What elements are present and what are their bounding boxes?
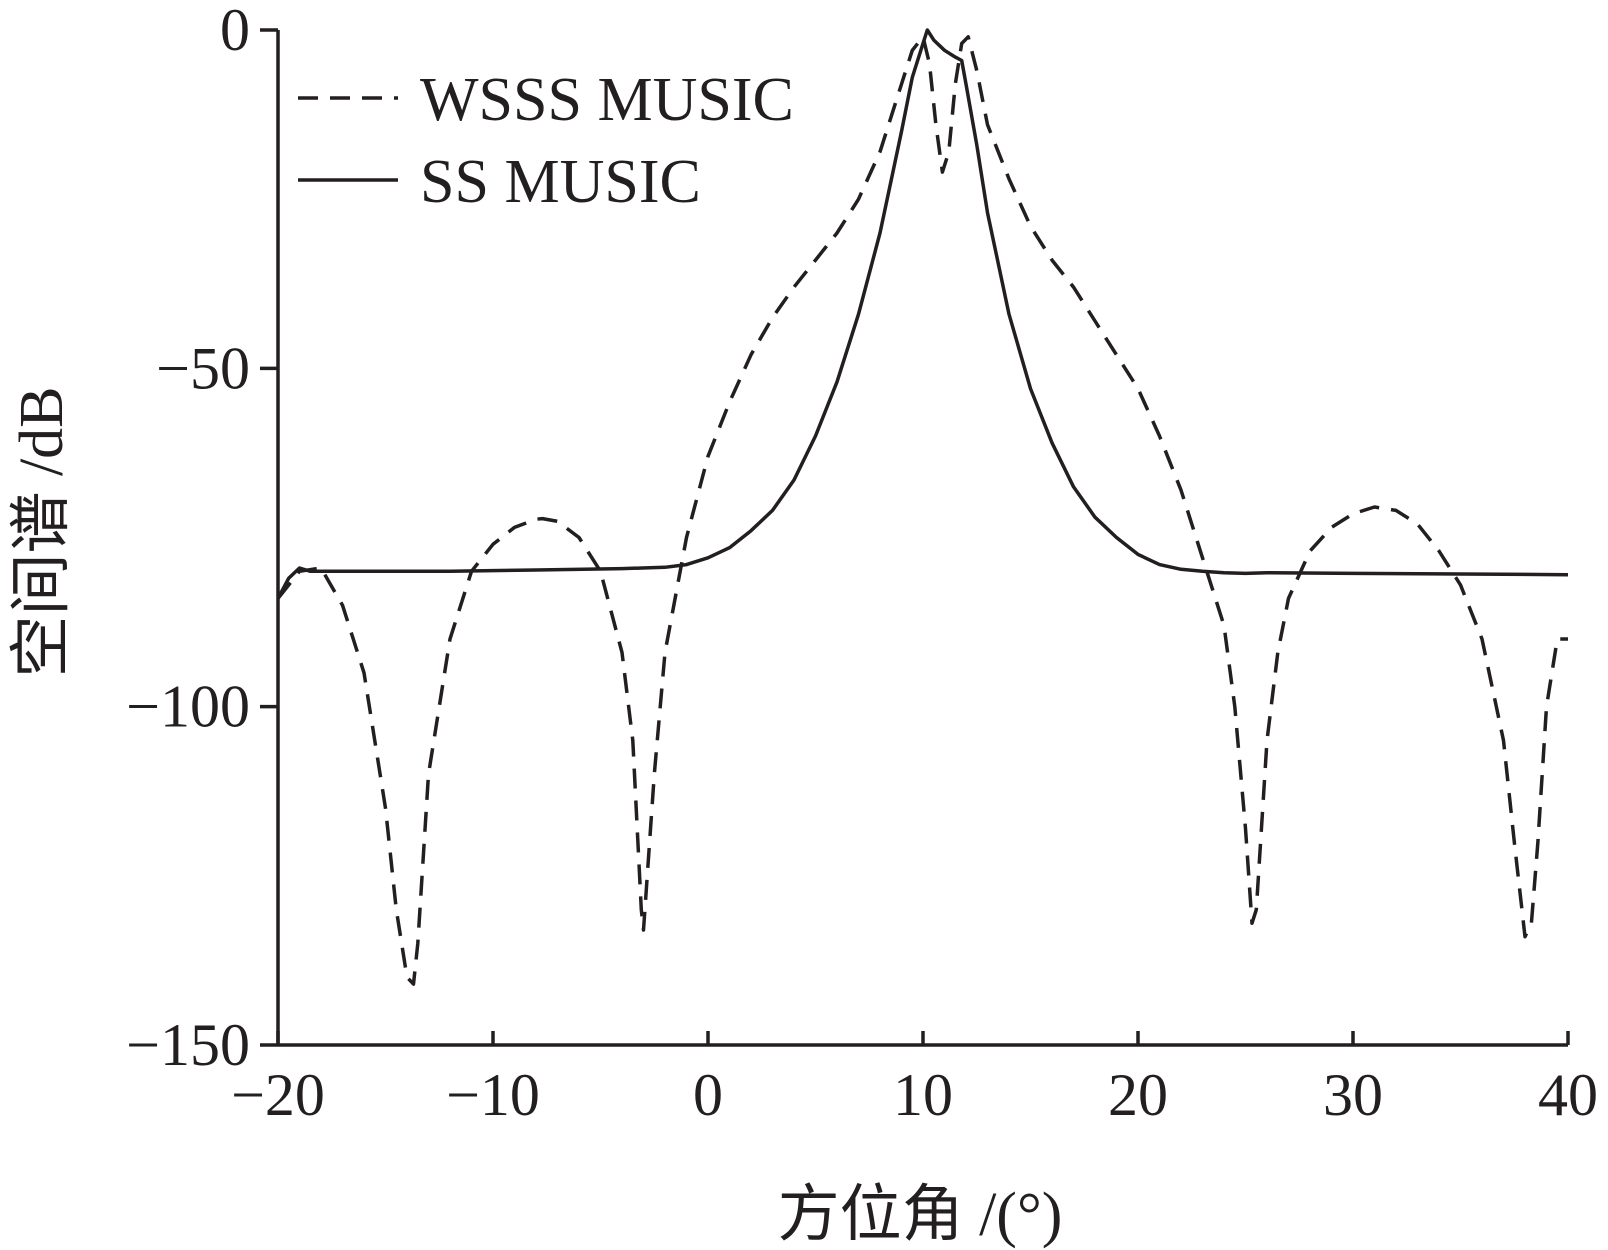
y-axis-title: 空间谱 /dB: [8, 386, 76, 677]
x-tick-label: 40: [1538, 1062, 1598, 1128]
x-axis-title: 方位角 /(°): [778, 1181, 1063, 1249]
y-ticks: 0 −50 −100 −150: [126, 0, 278, 1078]
y-tick-label: −100: [126, 674, 250, 740]
y-tick-label: −50: [156, 335, 250, 401]
x-tick-label: −20: [231, 1062, 325, 1128]
x-ticks: −20 −10 0 10 20 30 40: [231, 1031, 1598, 1128]
series-layer: [276, 28, 1569, 986]
x-tick-label: 20: [1108, 1062, 1168, 1128]
series-line-ss-music: [276, 28, 1569, 600]
y-tick-label: −150: [126, 1012, 250, 1078]
x-tick-label: 0: [693, 1062, 723, 1128]
series-line-wsss-music: [276, 35, 1568, 986]
x-tick-label: 10: [893, 1062, 953, 1128]
legend: WSSS MUSIC SS MUSIC: [298, 66, 794, 216]
x-tick-label: −10: [446, 1062, 540, 1128]
legend-label-wsss-music: WSSS MUSIC: [420, 66, 794, 134]
y-tick-label: 0: [220, 0, 250, 63]
legend-label-ss-music: SS MUSIC: [420, 148, 701, 216]
x-tick-label: 30: [1323, 1062, 1383, 1128]
